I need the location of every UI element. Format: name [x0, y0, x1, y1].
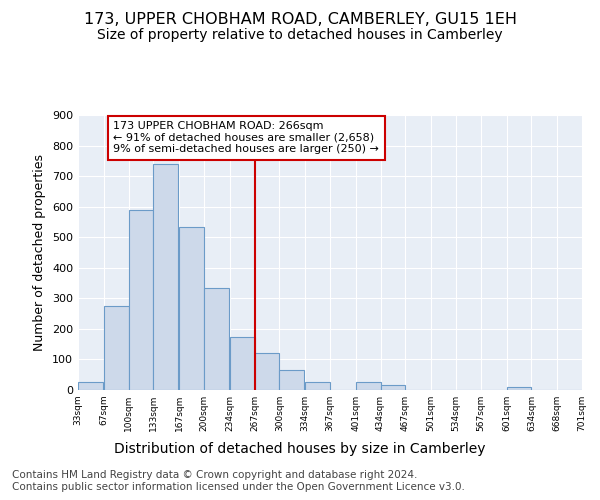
Text: Contains HM Land Registry data © Crown copyright and database right 2024.: Contains HM Land Registry data © Crown c…	[12, 470, 418, 480]
Bar	[254, 354, 280, 390]
Bar	[104, 306, 128, 390]
Bar	[305, 382, 330, 390]
Bar	[128, 210, 154, 390]
Bar	[280, 370, 304, 390]
Text: Distribution of detached houses by size in Camberley: Distribution of detached houses by size …	[114, 442, 486, 456]
Text: Contains public sector information licensed under the Open Government Licence v3: Contains public sector information licen…	[12, 482, 465, 492]
Bar	[78, 382, 103, 390]
Bar	[380, 386, 406, 390]
Bar	[179, 226, 204, 390]
Bar	[506, 387, 532, 390]
Bar	[356, 382, 380, 390]
Y-axis label: Number of detached properties: Number of detached properties	[34, 154, 46, 351]
Text: Size of property relative to detached houses in Camberley: Size of property relative to detached ho…	[97, 28, 503, 42]
Bar	[154, 164, 178, 390]
Bar	[230, 336, 254, 390]
Bar	[204, 288, 229, 390]
Text: 173, UPPER CHOBHAM ROAD, CAMBERLEY, GU15 1EH: 173, UPPER CHOBHAM ROAD, CAMBERLEY, GU15…	[83, 12, 517, 28]
Text: 173 UPPER CHOBHAM ROAD: 266sqm
← 91% of detached houses are smaller (2,658)
9% o: 173 UPPER CHOBHAM ROAD: 266sqm ← 91% of …	[113, 121, 379, 154]
